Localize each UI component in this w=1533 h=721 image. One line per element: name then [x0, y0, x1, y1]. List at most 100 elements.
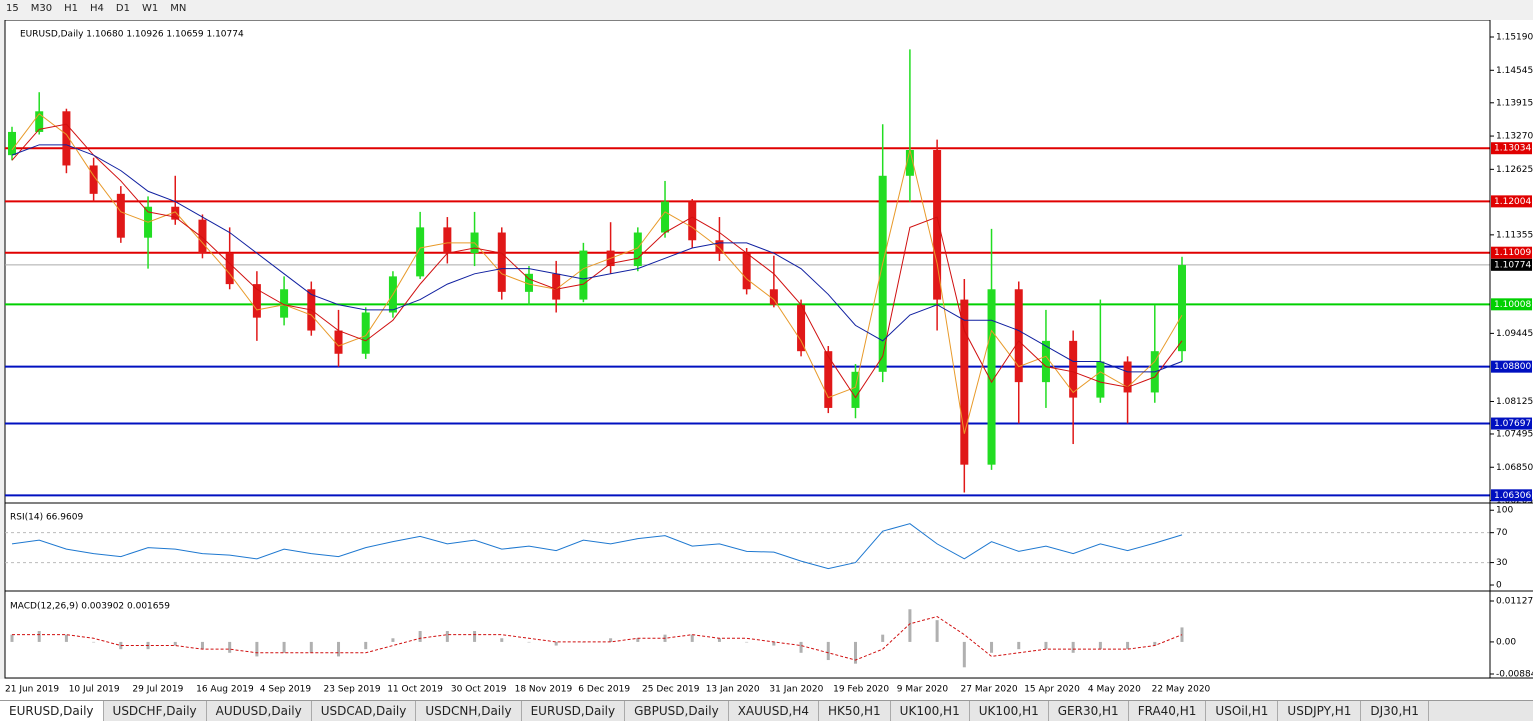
price-level-tag: [1491, 360, 1532, 373]
candle-body: [769, 289, 778, 305]
macd-bar: [554, 641, 558, 646]
candle-body: [497, 232, 506, 292]
y-tick-label: 1.14545: [1496, 66, 1533, 76]
timeframe-button[interactable]: D1: [115, 3, 130, 14]
x-tick-label: 4 May 2020: [1088, 685, 1141, 695]
chart-tab[interactable]: GBPUSD,Daily: [625, 701, 729, 721]
macd-bar: [609, 638, 613, 642]
price-level-label: 1.13034: [1494, 144, 1531, 154]
macd-bar: [10, 634, 14, 642]
timeframe-button[interactable]: H1: [64, 3, 78, 14]
candle-body: [416, 227, 425, 277]
y-tick-label: 1.15190: [1496, 33, 1533, 43]
x-tick-label: 31 Jan 2020: [769, 685, 823, 695]
chart-tab[interactable]: DJ30,H1: [1361, 701, 1429, 721]
price-level-tag: [1491, 142, 1532, 155]
x-tick-label: 15 Apr 2020: [1024, 685, 1080, 695]
price-level-label: 1.07697: [1494, 419, 1531, 429]
candle-body: [552, 273, 561, 300]
macd-bar: [473, 631, 477, 642]
macd-bar: [1044, 641, 1048, 650]
y-tick-label: 1.13270: [1496, 132, 1533, 142]
chart-tab[interactable]: FRA40,H1: [1129, 701, 1207, 721]
macd-bar: [418, 631, 422, 642]
macd-bar: [228, 641, 232, 653]
macd-bar: [935, 620, 939, 642]
candle-body: [878, 175, 887, 372]
y-tick-label: 1.11355: [1496, 230, 1533, 240]
x-tick-label: 13 Jan 2020: [706, 685, 760, 695]
chart-tab[interactable]: USDCHF,Daily: [104, 701, 207, 721]
x-tick-label: 9 Mar 2020: [897, 685, 949, 695]
macd-bar: [690, 634, 694, 642]
chart-tab[interactable]: UK100,H1: [891, 701, 970, 721]
macd-bar: [908, 609, 912, 642]
chart-tab[interactable]: AUDUSD,Daily: [207, 701, 312, 721]
price-level-label: 1.11009: [1494, 248, 1531, 258]
y-tick-label: 1.12625: [1496, 165, 1533, 175]
macd-bar: [799, 641, 803, 653]
candle-body: [1014, 289, 1023, 383]
candle-body: [1096, 361, 1105, 398]
macd-bar: [772, 641, 776, 646]
last-price-label: 1.10774: [1494, 260, 1531, 270]
x-tick-label: 23 Sep 2019: [324, 685, 381, 695]
chart-tab[interactable]: GER30,H1: [1049, 701, 1129, 721]
macd-bar: [391, 638, 395, 642]
macd-bar: [1126, 641, 1130, 650]
y-tick-label: 1.07495: [1496, 429, 1533, 439]
macd-bar: [37, 631, 41, 642]
candle-body: [361, 312, 370, 354]
x-tick-label: 29 Jul 2019: [132, 685, 183, 695]
y-tick-label: 70: [1496, 528, 1508, 538]
macd-bar: [881, 634, 885, 642]
candle-body: [1069, 340, 1078, 398]
candle-body: [1123, 361, 1132, 393]
macd-bar: [64, 634, 68, 642]
candle-body: [443, 227, 452, 254]
timeframe-button[interactable]: 15: [6, 3, 19, 14]
chart-tab[interactable]: USDCNH,Daily: [416, 701, 522, 721]
y-tick-label: -0.008845: [1496, 669, 1533, 679]
timeframe-button[interactable]: M30: [30, 3, 53, 14]
timeframe-button[interactable]: W1: [141, 3, 159, 14]
chart-tab[interactable]: EURUSD,Daily: [0, 701, 104, 721]
macd-bar: [282, 641, 286, 653]
price-level-tag: [1491, 417, 1532, 430]
candle-body: [524, 273, 533, 292]
x-tick-label: 30 Oct 2019: [451, 685, 507, 695]
price-axis: [1490, 20, 1533, 700]
y-tick-label: 100: [1496, 506, 1513, 516]
chart-tab[interactable]: XAUUSD,H4: [729, 701, 820, 721]
candle-body: [62, 111, 71, 166]
candle-body: [8, 131, 16, 156]
chart-tab[interactable]: UK100,H1: [970, 701, 1049, 721]
chart-tab[interactable]: USDCAD,Daily: [312, 701, 417, 721]
chart-tab[interactable]: USOil,H1: [1206, 701, 1279, 721]
panel-title: MACD(12,26,9) 0.003902 0.001659: [10, 602, 170, 612]
timeframe-button[interactable]: MN: [170, 3, 187, 14]
timeframe-button[interactable]: H4: [89, 3, 104, 14]
macd-bar: [173, 641, 177, 646]
price-level-tag: [1491, 298, 1532, 311]
candle-body: [116, 193, 125, 238]
candle-body: [661, 201, 670, 233]
macd-bar: [200, 641, 204, 650]
candle-body: [905, 149, 914, 176]
candle-body: [715, 240, 724, 254]
moving-average: [11, 123, 1183, 399]
x-tick-label: 19 Feb 2020: [833, 685, 889, 695]
chart-tab[interactable]: USDJPY,H1: [1278, 701, 1362, 721]
price-level-label: 1.12004: [1494, 197, 1531, 207]
moving-average: [11, 144, 1183, 373]
moving-average: [11, 113, 1183, 434]
candle-body: [225, 253, 234, 285]
candle-body: [1178, 265, 1186, 352]
chart-tab[interactable]: HK50,H1: [819, 701, 891, 721]
candle-body: [987, 289, 996, 465]
macd-bar: [445, 631, 449, 642]
macd-bar: [1017, 641, 1021, 650]
macd-bar: [745, 641, 749, 643]
chart-tab[interactable]: EURUSD,Daily: [522, 701, 626, 721]
y-tick-label: 0.011277: [1496, 597, 1533, 607]
